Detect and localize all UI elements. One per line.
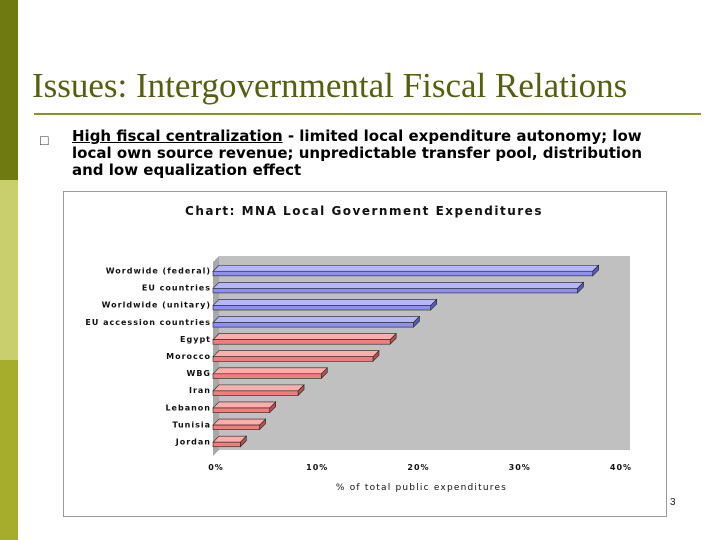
sidebar-segment-medium <box>0 360 18 540</box>
category-label: Jordan <box>175 437 211 446</box>
category-label: EU accession countries <box>85 318 211 327</box>
sidebar-segment-light <box>0 180 18 360</box>
slide-title: Issues: Intergovernmental Fiscal Relatio… <box>32 66 628 105</box>
x-tick-label: 10% <box>306 463 328 472</box>
category-label: Egypt <box>180 335 211 344</box>
category-label: WBG <box>187 369 212 378</box>
bar <box>212 281 585 294</box>
bar <box>212 367 329 380</box>
bar <box>212 418 267 431</box>
bullet-body: - limited local expenditure autonomy; lo… <box>72 127 643 179</box>
x-axis-label: % of total public expenditures <box>336 483 507 493</box>
bar <box>212 315 421 328</box>
category-label: Lebanon <box>165 403 211 412</box>
bar <box>212 332 397 345</box>
bar <box>212 435 248 448</box>
slide-number: 3 <box>670 497 676 508</box>
category-label: EU countries <box>142 284 211 293</box>
chart-title: Chart: MNA Local Government Expenditures <box>185 204 543 218</box>
category-label: Worldwide (unitary) <box>102 301 211 310</box>
bar <box>212 298 438 311</box>
bullet-text: High fiscal centralization - limited loc… <box>72 128 672 179</box>
square-bullet-icon: □ <box>40 132 49 148</box>
bar <box>212 384 305 397</box>
x-tick-label: 40% <box>610 463 632 472</box>
category-label: Tunisia <box>172 420 211 429</box>
x-tick-label: 30% <box>509 463 531 472</box>
category-label: Morocco <box>166 352 211 361</box>
decorative-sidebar <box>0 0 18 540</box>
x-tick-label: 0% <box>208 463 224 472</box>
bullet-heading: High fiscal centralization <box>72 127 283 145</box>
bar <box>212 264 600 277</box>
title-underline <box>34 113 701 115</box>
bar-chart: Chart: MNA Local Government Expenditures… <box>85 204 632 493</box>
bar <box>212 401 277 414</box>
sidebar-segment-dark <box>0 0 18 180</box>
chart-container: Chart: MNA Local Government Expenditures… <box>63 191 667 517</box>
category-label: Iran <box>189 386 211 395</box>
category-label: Wordwide (federal) <box>106 267 211 276</box>
bar <box>212 349 380 363</box>
x-tick-label: 20% <box>407 463 429 472</box>
